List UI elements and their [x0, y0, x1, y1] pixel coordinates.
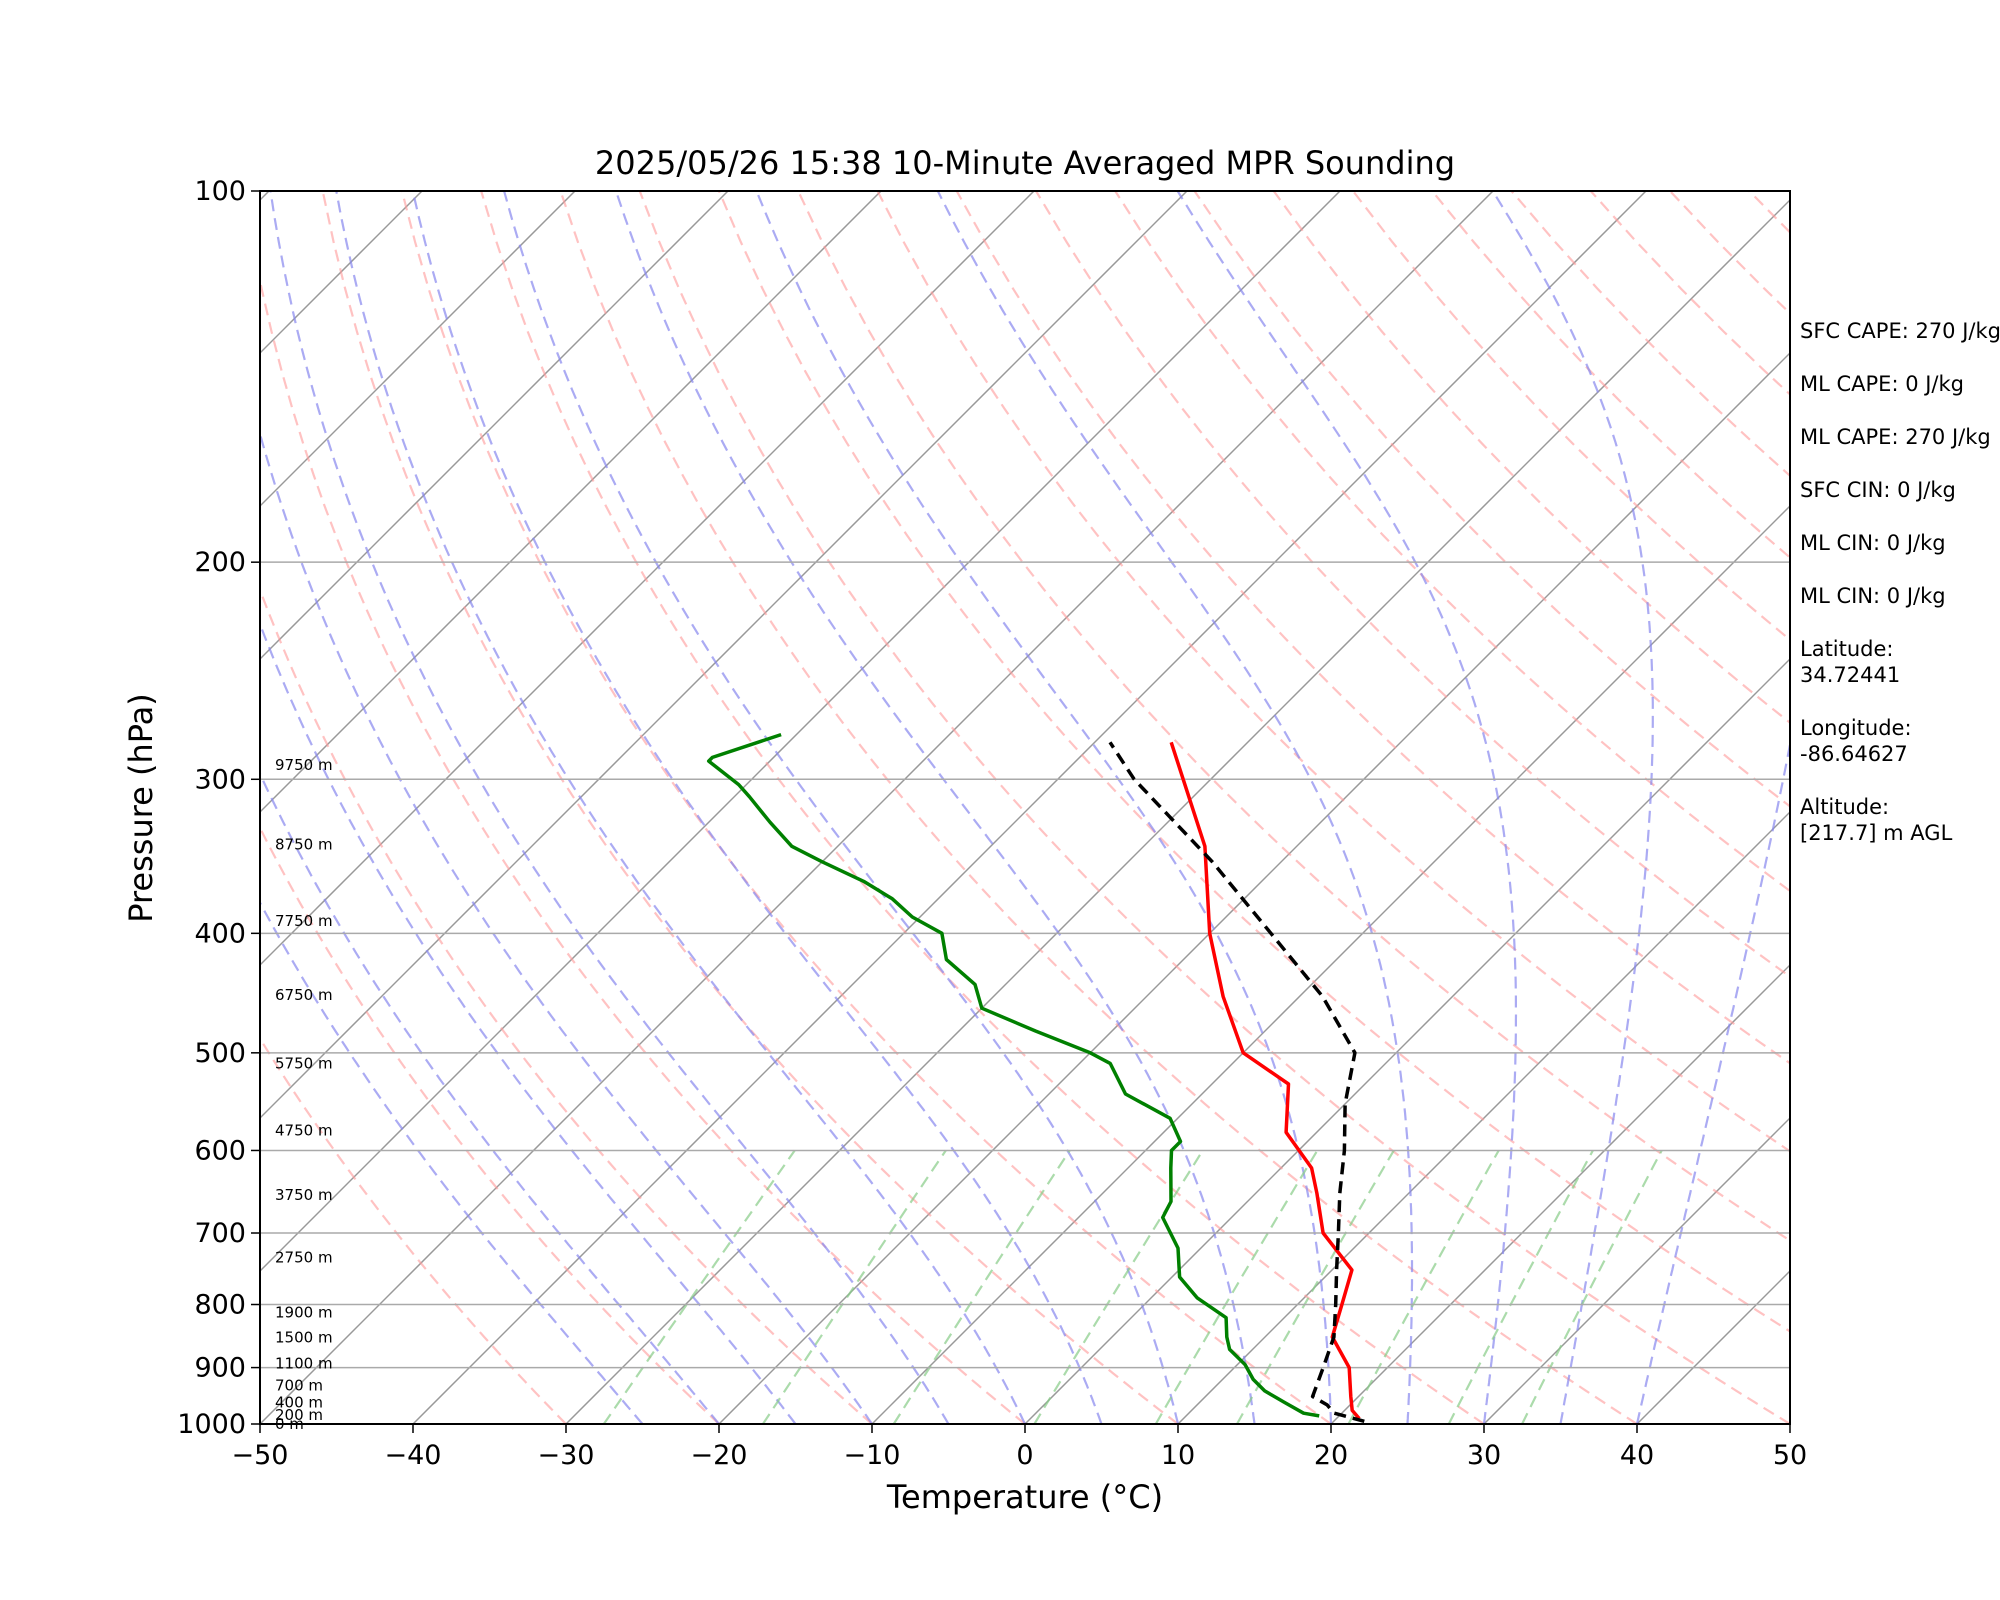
isotherm-line — [260, 191, 1188, 1120]
dry-adiabat-line — [260, 275, 1026, 1424]
isotherm-line — [412, 191, 1647, 1424]
moist-adiabat-line — [1491, 191, 1654, 1424]
isotherm-line — [871, 504, 1790, 1424]
annotation-text: Altitude: [217.7] m AGL — [1800, 795, 1953, 845]
x-tick-label: 30 — [1467, 1440, 1501, 1471]
dry-adiabat-line — [321, 191, 1179, 1424]
y-tick-label: 900 — [194, 1353, 246, 1384]
y-tick-label: 1000 — [177, 1409, 246, 1440]
annotation-text: ML CIN: 0 J/kg — [1800, 531, 1946, 555]
annotation-text: SFC CIN: 0 J/kg — [1800, 478, 1956, 502]
height-label: 400 m — [275, 1394, 323, 1412]
moist-adiabat-line — [335, 191, 1026, 1424]
dry-adiabat-line — [955, 191, 1790, 1065]
dry-adiabat-line — [797, 191, 1790, 1242]
annotation-text: ML CIN: 0 J/kg — [1800, 584, 1946, 608]
y-tick-label: 500 — [194, 1038, 246, 1069]
isotherm-line — [260, 191, 1341, 1273]
x-tick-label: −40 — [385, 1440, 442, 1471]
height-label: 1100 m — [275, 1354, 333, 1372]
isotherm-line — [718, 351, 1790, 1424]
y-tick-label: 400 — [194, 918, 246, 949]
moist-adiabat-line — [260, 429, 873, 1424]
x-axis-label: Temperature (°C) — [886, 1478, 1163, 1516]
x-tick-label: 10 — [1161, 1440, 1195, 1471]
x-tick-label: 0 — [1016, 1440, 1033, 1471]
moist-adiabat-line — [503, 191, 1180, 1424]
isotherm-line — [565, 198, 1790, 1424]
series-dewpoint-line — [706, 732, 1320, 1418]
height-label: 2750 m — [275, 1249, 333, 1267]
x-tick-label: −50 — [232, 1440, 289, 1471]
isotherm-line — [260, 191, 1494, 1424]
height-label: 7750 m — [275, 912, 333, 930]
dry-adiabat-line — [638, 191, 1790, 1424]
isotherm-line — [1177, 810, 1790, 1424]
x-tick-label: 40 — [1620, 1440, 1654, 1471]
isotherm-line — [260, 191, 729, 661]
height-label: 3750 m — [275, 1186, 333, 1204]
dry-adiabat-line — [1193, 191, 1790, 808]
y-tick-label: 800 — [194, 1290, 246, 1321]
moist-adiabat-line — [936, 191, 1414, 1424]
isotherm-line — [260, 191, 882, 814]
y-tick-label: 200 — [194, 547, 246, 578]
moist-adiabat-line — [260, 900, 644, 1424]
annotation-text: Longitude: -86.64627 — [1800, 716, 1912, 766]
isotherm-line — [1483, 1116, 1790, 1424]
background-reference-lines — [260, 191, 1790, 1424]
height-label: 9750 m — [275, 756, 333, 774]
moist-adiabat-line — [411, 191, 1103, 1424]
isotherm-line — [260, 191, 1035, 967]
dry-adiabat-line — [559, 191, 1638, 1424]
height-label: 1900 m — [275, 1303, 333, 1321]
moist-adiabat-line — [614, 191, 1256, 1424]
dry-adiabat-line — [260, 1036, 567, 1424]
stability-annotations: SFC CAPE: 270 J/kg ML CAPE: 0 J/kg ML CAPE… — [1800, 319, 2000, 845]
x-tick-label: 50 — [1773, 1440, 1807, 1471]
sounding-profiles — [706, 732, 1365, 1423]
height-label: 4750 m — [275, 1121, 333, 1139]
dry-adiabat-line — [260, 825, 720, 1424]
dry-adiabat-line — [400, 191, 1332, 1424]
moist-adiabat-line — [1635, 738, 1790, 1424]
x-tick-label: −10 — [844, 1440, 901, 1471]
dry-adiabat-line — [260, 587, 873, 1424]
y-axis-label: Pressure (hPa) — [122, 693, 160, 923]
y-tick-label: 100 — [194, 176, 246, 207]
series-temperature-line — [1169, 741, 1361, 1420]
isotherm-line — [260, 191, 576, 508]
height-label: 0 m — [275, 1415, 304, 1433]
height-label: 6750 m — [275, 986, 333, 1004]
mixing-ratio-line — [602, 1149, 796, 1424]
x-tick-label: −20 — [691, 1440, 748, 1471]
dry-adiabat-line — [1035, 191, 1790, 978]
height-label: 700 m — [275, 1377, 323, 1395]
annotation-text: Latitude: 34.72441 — [1800, 637, 1900, 687]
x-tick-label: −30 — [538, 1440, 595, 1471]
isotherm-line — [1330, 963, 1790, 1424]
isotherm-line — [1024, 657, 1790, 1424]
y-tick-label: 600 — [194, 1135, 246, 1166]
height-label: 200 m — [275, 1406, 323, 1424]
axis-ticks: −50 −40 −30 −20 −10 0 10 20 30 40 50 100 200 300 400 50… — [177, 176, 1807, 1471]
height-label: 8750 m — [275, 836, 333, 854]
dry-adiabat-line — [1114, 191, 1790, 893]
x-tick-label: 20 — [1314, 1440, 1348, 1471]
moist-adiabat-line — [269, 191, 950, 1424]
height-label: 1500 m — [275, 1329, 333, 1347]
dry-adiabat-line — [480, 191, 1485, 1424]
annotation-text: SFC CAPE: 270 J/kg — [1800, 319, 2000, 343]
dry-adiabat-line — [717, 191, 1790, 1333]
annotation-text: ML CAPE: 270 J/kg — [1800, 425, 1991, 449]
dry-adiabat-line — [876, 191, 1790, 1153]
height-label: 5750 m — [275, 1054, 333, 1072]
y-tick-label: 300 — [194, 764, 246, 795]
annotation-text: ML CAPE: 0 J/kg — [1800, 372, 1964, 396]
y-tick-label: 700 — [194, 1218, 246, 1249]
chart-title: 2025/05/26 15:38 10-Minute Averaged MPR … — [595, 144, 1455, 182]
